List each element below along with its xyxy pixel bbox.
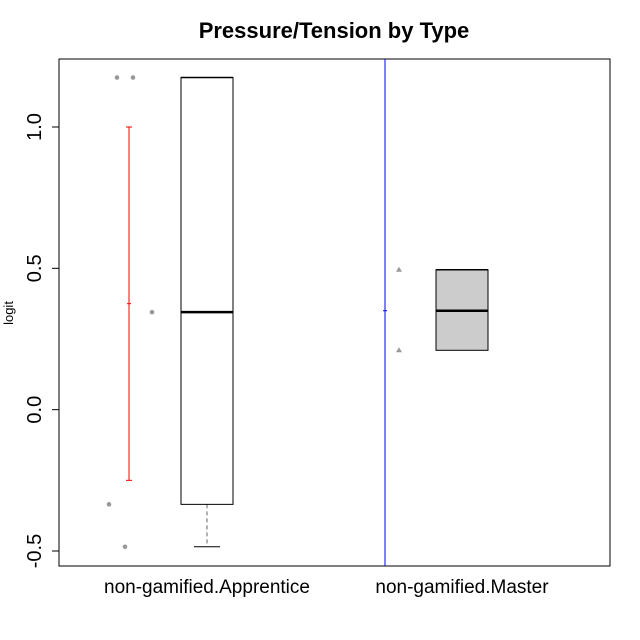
chart-marks: -0.5 0.0 0.5 1.0 non-gamified.Apprentice non-…: [24, 59, 549, 598]
box-body: [180, 77, 234, 505]
data-point: [396, 347, 402, 353]
data-point: [122, 544, 128, 550]
x-tick-label: non-gamified.Master: [375, 577, 549, 598]
y-tick-label: 0.5: [24, 254, 46, 282]
data-point: [130, 75, 136, 80]
data-point: [396, 266, 402, 272]
y-tick-label: 0.0: [24, 396, 46, 424]
data-point: [106, 502, 112, 507]
y-axis-label: logit: [1, 301, 16, 325]
y-tick-label: 1.0: [24, 113, 46, 141]
y-tick-label: -0.5: [24, 534, 46, 568]
chart-title: Pressure/Tension by Type: [199, 18, 470, 43]
x-tick-label: non-gamified.Apprentice: [104, 577, 310, 598]
plot-frame: [58, 58, 611, 567]
data-point: [114, 75, 120, 80]
data-point: [149, 309, 155, 315]
